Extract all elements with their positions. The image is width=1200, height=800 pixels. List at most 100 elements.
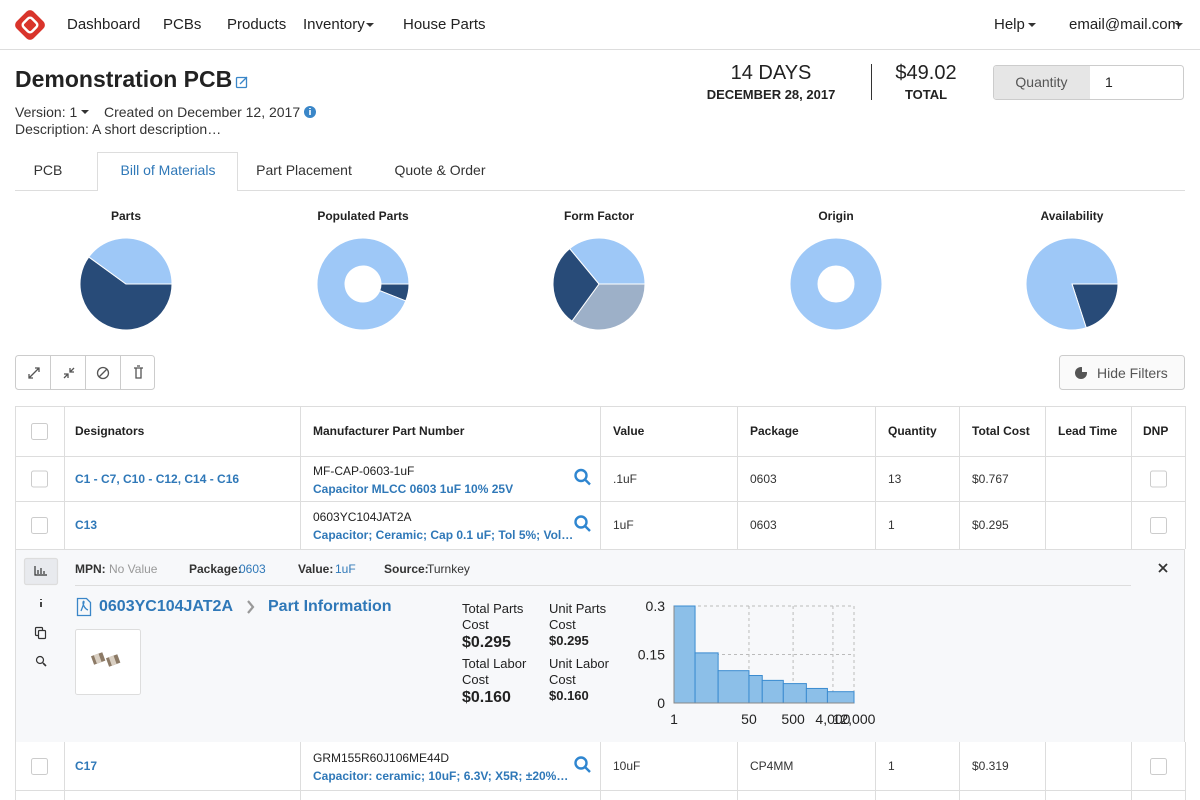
total-cost: $0.295 <box>972 518 1009 532</box>
checkbox[interactable] <box>31 517 48 534</box>
total-cost: $0.319 <box>972 759 1009 773</box>
value-value: 1uF <box>335 562 356 576</box>
pie-slice <box>1025 237 1119 331</box>
price-step <box>748 675 763 704</box>
price-step <box>761 679 784 704</box>
price-step <box>717 670 750 704</box>
part-info-link[interactable]: Part Information <box>268 598 392 615</box>
quantity-label: Quantity <box>1015 74 1068 90</box>
search-icon-handle <box>584 478 591 486</box>
designators[interactable]: C1 - C7, C10 - C12, C14 - C16 <box>75 471 240 486</box>
price-step <box>782 683 807 704</box>
nav-link[interactable]: Inventory <box>303 16 365 33</box>
capacitor-image <box>90 652 121 667</box>
y-tick-label: 0.3 <box>646 598 666 614</box>
search-icon[interactable] <box>574 468 591 486</box>
checkbox[interactable] <box>1150 758 1167 775</box>
search-icon-handle <box>584 525 591 532</box>
mpn: 0603YC104JAT2A <box>313 510 412 524</box>
search-icon-lens <box>574 468 588 483</box>
edit-icon[interactable] <box>235 76 248 89</box>
hide-filters-button[interactable] <box>1059 355 1185 390</box>
unit-parts-cost-label: Unit Parts Cost <box>549 601 607 632</box>
nav-account[interactable]: email@mail.com <box>1069 16 1181 33</box>
designators[interactable]: C17 <box>75 759 98 773</box>
checkbox[interactable] <box>31 423 48 440</box>
quantity-input[interactable]: 1 <box>1105 74 1113 90</box>
ship-date: DECEMBER 28, 2017 <box>706 87 836 102</box>
toolbar <box>15 355 155 390</box>
part-description[interactable]: Capacitor MLCC 0603 1uF 10% 25V <box>313 481 514 496</box>
info-icon[interactable] <box>304 106 316 118</box>
search-icon[interactable] <box>574 756 591 773</box>
nav-link[interactable]: House Parts <box>403 16 486 33</box>
hide-filters-label[interactable]: Hide Filters <box>1097 365 1168 381</box>
price-step <box>694 652 719 704</box>
column-header: Manufacturer Part Number <box>313 424 465 438</box>
designators[interactable]: C13 <box>75 518 98 532</box>
x-tick-label: 1 <box>670 711 678 727</box>
package-label: Package: <box>189 562 242 576</box>
price-step <box>673 605 696 704</box>
checkbox[interactable] <box>31 758 48 775</box>
search-icon-lens <box>574 515 588 529</box>
pdf-icon[interactable] <box>76 597 92 617</box>
checkbox[interactable] <box>1150 517 1167 534</box>
package-value: 0603 <box>239 562 266 576</box>
tab[interactable]: Quote & Order <box>394 162 486 178</box>
mpn: MF-CAP-0603-1uF <box>313 463 415 478</box>
breadcrumb-chevron <box>247 600 255 614</box>
part-description[interactable]: Capacitor; Ceramic; Cap 0.1 uF; Tol 5%; … <box>313 528 574 542</box>
part-value: 1uF <box>613 518 634 532</box>
checkbox[interactable] <box>1150 470 1167 488</box>
tab[interactable]: Bill of Materials <box>120 162 216 178</box>
column-header: Total Cost <box>972 424 1030 438</box>
logo[interactable] <box>13 8 47 42</box>
toolbar-icons[interactable] <box>28 365 143 380</box>
total-cost: $0.767 <box>972 471 1009 486</box>
source-label: Source: <box>384 562 429 576</box>
part-link[interactable]: 0603YC104JAT2A <box>99 598 234 615</box>
source-value[interactable]: Turnkey <box>427 562 470 576</box>
y-tick-label: 0 <box>657 695 665 711</box>
lead-time: 14 DAYS <box>730 62 812 84</box>
nav-link[interactable]: Products <box>227 16 287 33</box>
search-icon[interactable] <box>574 515 591 532</box>
x-tick-label: 12,000 <box>833 711 876 727</box>
mpn-value: No Value <box>109 562 158 576</box>
pcb-title: Demonstration PCB <box>15 66 233 92</box>
column-header: Package <box>750 424 799 438</box>
price-step <box>826 691 855 704</box>
close-detail[interactable] <box>1158 563 1168 573</box>
column-header: Lead Time <box>1058 424 1118 438</box>
quantity: 13 <box>888 471 902 486</box>
unit-labor-cost: $0.160 <box>549 688 589 703</box>
nav-link[interactable]: PCBs <box>163 16 202 33</box>
total-parts-cost-label: Total Parts Cost <box>462 601 524 632</box>
version[interactable]: Version: 1 <box>15 104 78 120</box>
mpn: GRM155R60J106ME44D <box>313 751 450 765</box>
nav-help[interactable]: Help <box>994 16 1025 33</box>
x-tick-label: 500 <box>781 711 805 727</box>
nav-link[interactable]: Dashboard <box>67 16 141 33</box>
pie-slice <box>1071 283 1119 329</box>
column-header: Designators <box>75 424 145 438</box>
pie-slice <box>789 237 883 331</box>
chart-title: Parts <box>110 209 142 223</box>
part-description[interactable]: Capacitor: ceramic; 10uF; 6.3V; X5R; ±20… <box>313 769 569 783</box>
detail-background <box>16 549 1184 742</box>
tab[interactable]: PCB <box>33 162 63 178</box>
checkbox[interactable] <box>31 470 48 488</box>
tab[interactable]: Part Placement <box>256 162 352 178</box>
pie-slice <box>571 283 646 331</box>
total-label: TOTAL <box>904 87 948 102</box>
detail-icons[interactable] <box>23 557 59 667</box>
mpn-label: MPN: <box>75 562 106 576</box>
chart-axes <box>673 606 854 704</box>
x-tick-label: 4,000 <box>815 711 850 727</box>
column-header: Quantity <box>888 424 937 438</box>
value-label: Value: <box>298 562 334 576</box>
price-step <box>805 687 828 704</box>
pie-slice <box>79 256 173 331</box>
